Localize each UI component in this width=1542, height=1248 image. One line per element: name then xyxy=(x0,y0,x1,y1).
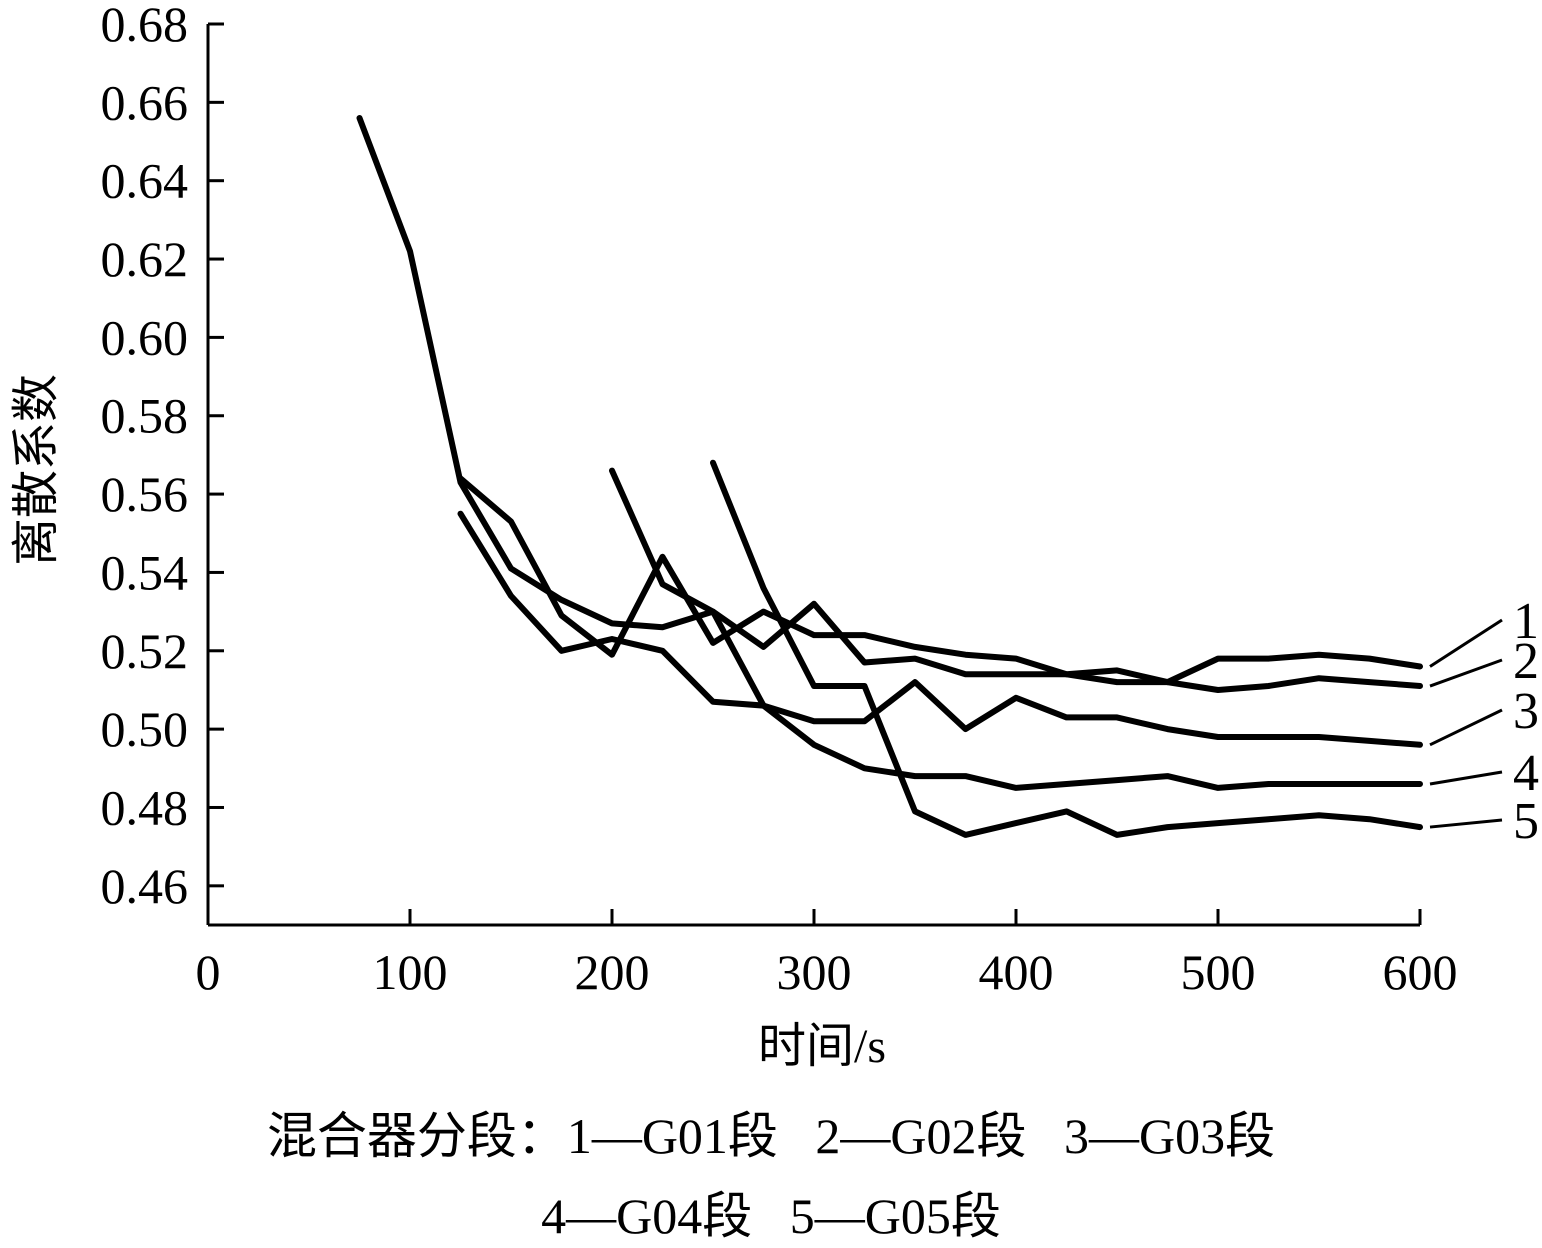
y-tick-label: 0.54 xyxy=(101,544,189,600)
series-leader-1 xyxy=(1429,618,1503,668)
x-tick-label: 100 xyxy=(373,944,448,1000)
series-label-3: 3 xyxy=(1513,683,1539,740)
series-label-5: 5 xyxy=(1513,793,1539,850)
y-tick-label: 0.46 xyxy=(101,858,189,914)
series-label-1: 1 xyxy=(1513,593,1539,650)
series-label-2: 2 xyxy=(1513,633,1539,690)
y-tick-label: 0.66 xyxy=(101,74,189,130)
series-leader-3 xyxy=(1429,708,1503,747)
x-axis-title: 时间/s xyxy=(758,1020,886,1073)
y-tick-label: 0.58 xyxy=(101,388,189,444)
series-leader-5 xyxy=(1429,818,1503,829)
series-line-1 xyxy=(356,115,1423,686)
y-axis-ticks: 0.46 0.48 0.50 0.52 0.54 0.56 0.58 0.60 0.62 0.64… xyxy=(101,0,224,914)
x-tick-label: 600 xyxy=(1383,944,1458,1000)
y-tick-label: 0.56 xyxy=(101,466,189,522)
y-tick-label: 0.50 xyxy=(101,701,189,757)
y-tick-label: 0.52 xyxy=(101,623,189,679)
y-tick-label: 0.48 xyxy=(101,779,189,835)
legend-caption-line-1: 混合器分段：1—G01段 2—G02段 3—G03段 xyxy=(266,1108,1276,1164)
y-tick-label: 0.62 xyxy=(101,231,189,287)
x-axis-ticks: 0 100 200 300 400 500 600 xyxy=(196,909,1458,1000)
series-line-4 xyxy=(609,467,1423,791)
y-tick-label: 0.60 xyxy=(101,309,189,365)
x-tick-label: 200 xyxy=(575,944,650,1000)
y-tick-label: 0.64 xyxy=(101,153,189,209)
legend-caption-line-2: 4—G04段 5—G05段 xyxy=(541,1188,1001,1244)
y-axis-title: 离散系数 xyxy=(10,374,63,566)
axes xyxy=(206,24,1420,927)
x-tick-label: 400 xyxy=(979,944,1054,1000)
x-tick-label: 300 xyxy=(777,944,852,1000)
x-tick-label: 500 xyxy=(1181,944,1256,1000)
y-tick-label: 0.68 xyxy=(101,0,189,52)
x-tick-label: 0 xyxy=(196,944,221,1000)
series-line-5 xyxy=(710,459,1423,838)
series-leader-4 xyxy=(1429,770,1503,786)
series-leader-2 xyxy=(1429,658,1503,688)
series-line-3 xyxy=(457,510,1423,748)
series-label-4: 4 xyxy=(1513,745,1539,802)
series-lines xyxy=(356,115,1423,838)
